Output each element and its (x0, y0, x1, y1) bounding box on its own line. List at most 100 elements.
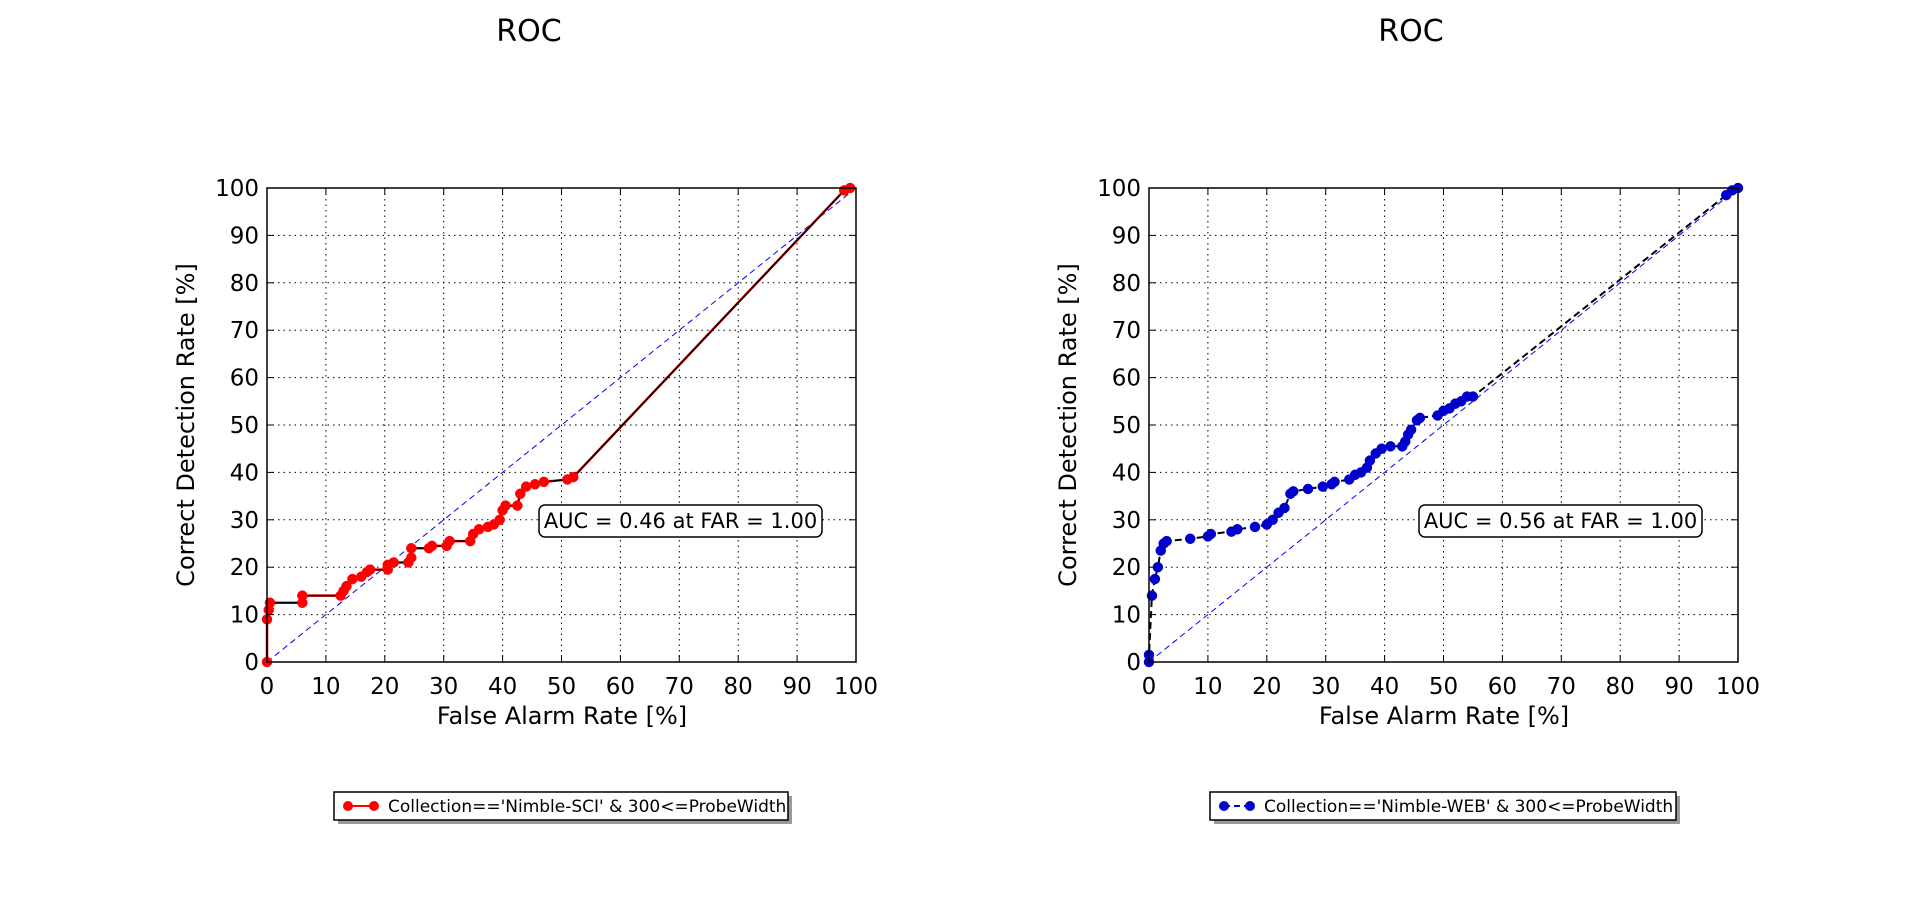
y-tick-label: 80 (230, 271, 259, 297)
data-point (1184, 533, 1196, 545)
y-tick-label: 90 (1112, 223, 1141, 249)
legend-swatch (1219, 801, 1255, 811)
data-point (1205, 528, 1217, 540)
data-point (520, 481, 532, 492)
axis-ticks (266, 187, 857, 663)
data-point (500, 500, 511, 511)
series-markers (1143, 182, 1744, 668)
x-tick-label: 60 (1488, 674, 1517, 700)
y-tick-label: 30 (1112, 508, 1141, 534)
y-tick-label: 0 (1126, 650, 1141, 676)
y-tick-label: 20 (230, 555, 259, 581)
data-point (388, 557, 399, 568)
data-point (1405, 424, 1417, 435)
data-point (1329, 476, 1340, 488)
legend-swatch-marker (1219, 801, 1229, 811)
data-point (515, 488, 526, 499)
legend-entry-label: Collection=='Nimble-SCI' & 300<=ProbeWid… (388, 797, 786, 817)
y-tick-label: 90 (230, 223, 259, 249)
y-tick-label: 40 (230, 460, 259, 486)
data-point (1288, 486, 1299, 497)
x-tick-label: 30 (1311, 674, 1340, 700)
x-tick-label: 80 (724, 674, 753, 700)
x-axis-label: False Alarm Rate [%] (1319, 702, 1569, 730)
x-tick-labels: 0 10 20 30 40 50 60 70 80 90 100 (1142, 674, 1760, 700)
x-tick-labels: 0 10 20 30 40 50 60 70 80 90 100 (260, 674, 878, 700)
y-tick-label: 10 (230, 603, 259, 629)
y-tick-label: 60 (230, 366, 259, 392)
x-tick-label: 90 (782, 674, 811, 700)
legend-box (333, 791, 789, 821)
data-point (494, 514, 505, 526)
data-point (1249, 521, 1261, 533)
y-tick-label: 50 (230, 413, 259, 439)
reference-diagonal-line (266, 187, 857, 663)
data-point (1385, 441, 1396, 452)
data-point (1414, 412, 1426, 424)
data-point (406, 552, 417, 563)
legend-swatch (343, 801, 379, 811)
data-point (1161, 535, 1172, 547)
chart-title: ROC (1378, 14, 1443, 49)
data-point (538, 476, 550, 488)
x-tick-label: 40 (1370, 674, 1399, 700)
x-tick-label: 10 (1193, 674, 1222, 700)
x-tick-label: 0 (1142, 674, 1157, 700)
x-tick-label: 60 (606, 674, 635, 700)
x-tick-label: 0 (260, 674, 275, 700)
y-tick-labels: 0 10 20 30 40 50 60 70 80 90 100 (215, 176, 259, 676)
data-point (444, 535, 455, 547)
auc-annotation: AUC = 0.46 at FAR = 1.00 (538, 504, 823, 538)
roc-chart-right: ROC 0 10 20 30 40 50 60 70 80 90 100 0 10 20 30 40 50 60… (1054, 14, 1760, 824)
x-tick-label: 80 (1606, 674, 1635, 700)
x-tick-label: 20 (370, 674, 399, 700)
y-tick-label: 100 (215, 176, 259, 202)
y-tick-label: 60 (1112, 366, 1141, 392)
data-point (1267, 514, 1278, 526)
x-tick-label: 20 (1252, 674, 1281, 700)
data-point (347, 573, 358, 585)
data-point (297, 590, 308, 601)
auc-annotation-box (1418, 504, 1703, 538)
data-point (364, 564, 376, 575)
data-point (473, 524, 485, 535)
data-point (1279, 502, 1290, 514)
x-tick-label: 100 (1716, 674, 1760, 700)
y-tick-label: 0 (244, 650, 259, 676)
data-point (406, 542, 417, 554)
x-tick-label: 50 (1429, 674, 1458, 700)
chart-title: ROC (496, 14, 561, 49)
reference-diagonal (266, 187, 857, 663)
data-point (341, 580, 352, 592)
roc-chart-left: ROC 0 10 20 30 40 50 60 70 80 90 100 0 10 20 30 40 50 60… (172, 14, 878, 824)
legend-box (1209, 791, 1677, 821)
data-point (1376, 443, 1387, 454)
y-tick-label: 80 (1112, 271, 1141, 297)
y-tick-label: 10 (1112, 603, 1141, 629)
x-tick-label: 30 (429, 674, 458, 700)
y-tick-label: 50 (1112, 413, 1141, 439)
legend: Collection=='Nimble-WEB' & 300<=ProbeWid… (1209, 791, 1680, 824)
legend: Collection=='Nimble-SCI' & 300<=ProbeWid… (333, 791, 792, 824)
x-tick-label: 100 (834, 674, 878, 700)
x-tick-label: 40 (488, 674, 517, 700)
legend-entry-label: Collection=='Nimble-WEB' & 300<=ProbeWid… (1264, 797, 1673, 817)
auc-annotation: AUC = 0.56 at FAR = 1.00 (1418, 504, 1703, 538)
y-axis-label: Correct Detection Rate [%] (172, 263, 200, 587)
y-axis-label: Correct Detection Rate [%] (1054, 263, 1082, 587)
data-point (512, 500, 523, 511)
auc-annotation-text: AUC = 0.46 at FAR = 1.00 (544, 509, 817, 533)
data-point (1364, 455, 1376, 466)
y-tick-label: 30 (230, 508, 259, 534)
y-tick-label: 100 (1097, 176, 1141, 202)
data-point (1149, 573, 1161, 585)
data-point (426, 540, 438, 552)
data-point (1302, 483, 1314, 495)
data-point (529, 479, 541, 490)
x-tick-label: 50 (547, 674, 576, 700)
legend-swatch-marker (343, 801, 353, 811)
data-point (1317, 481, 1329, 492)
data-point (1232, 524, 1243, 535)
y-tick-label: 40 (1112, 460, 1141, 486)
